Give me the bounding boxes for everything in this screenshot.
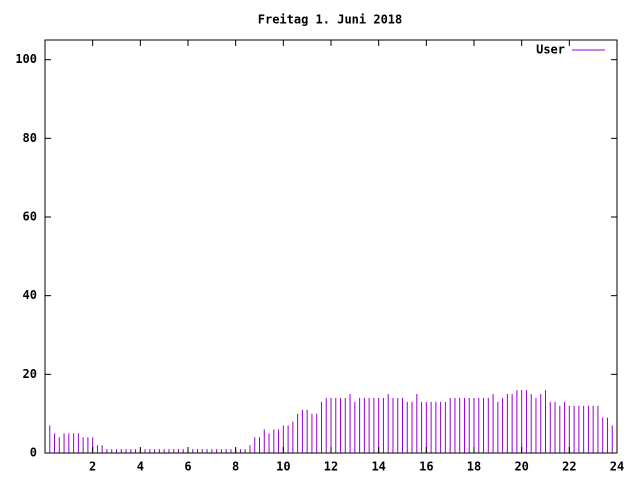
y-tick-label: 20 [23, 367, 37, 381]
x-tick-label: 22 [562, 460, 576, 474]
plot-border [44, 39, 618, 454]
legend-label: User [536, 43, 565, 57]
x-tick-label: 10 [276, 460, 290, 474]
x-tick-label: 8 [232, 460, 239, 474]
x-tick-label: 14 [371, 460, 385, 474]
x-tick-label: 12 [324, 460, 338, 474]
x-tick-label: 6 [184, 460, 191, 474]
x-tick-label: 2 [89, 460, 96, 474]
y-tick-label: 40 [23, 288, 37, 302]
x-tick-label: 4 [137, 460, 144, 474]
x-tick-label: 20 [514, 460, 528, 474]
y-tick-label: 60 [23, 210, 37, 224]
x-tick-label: 16 [419, 460, 433, 474]
y-tick-label: 0 [30, 446, 37, 460]
x-tick-label: 24 [610, 460, 624, 474]
y-tick-label: 100 [15, 52, 37, 66]
chart-title: Freitag 1. Juni 2018 [258, 13, 403, 27]
x-tick-label: 18 [467, 460, 481, 474]
y-tick-label: 80 [23, 131, 37, 145]
